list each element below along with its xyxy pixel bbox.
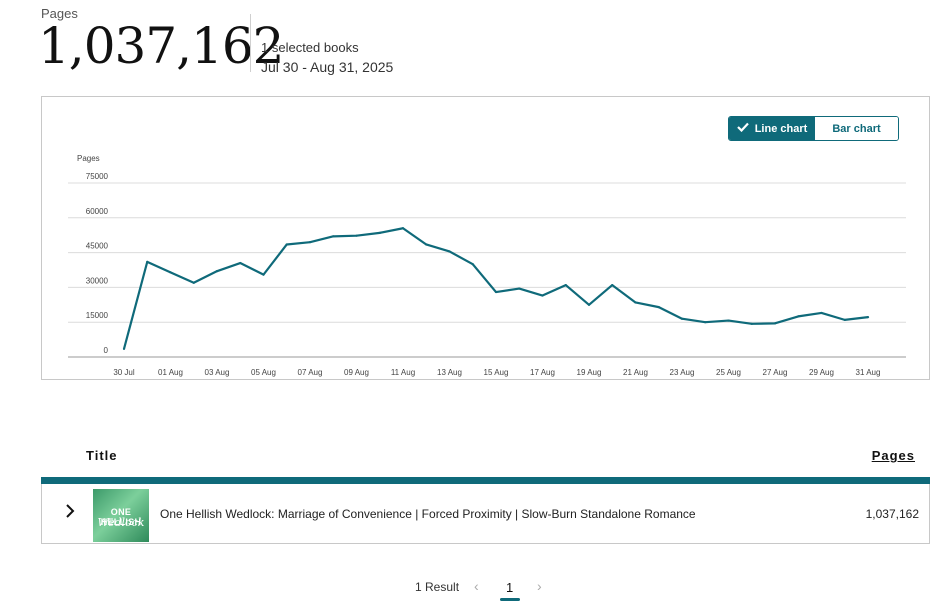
x-tick-label: 05 Aug <box>251 368 276 377</box>
pages-column-header[interactable]: Pages <box>871 448 915 463</box>
checkmark-icon <box>736 122 749 135</box>
line-chart: Pages 0 15000 30000 45000 60000 75000 30 Jul 01 … <box>68 154 906 377</box>
x-tick-label: 11 Aug <box>391 368 415 377</box>
data-point <box>215 270 219 273</box>
x-tick-label: 07 Aug <box>298 368 323 377</box>
y-axis-label: Pages <box>77 154 100 163</box>
x-tick-label: 31 Aug <box>856 368 881 377</box>
page-number-1[interactable]: 1 <box>506 580 514 595</box>
data-point <box>332 235 335 238</box>
data-point <box>425 243 428 246</box>
data-point <box>169 271 172 274</box>
x-tick-label: 29 Aug <box>809 368 834 377</box>
cover-subtitle-text: Wedlock <box>97 516 145 529</box>
data-point <box>541 294 544 297</box>
data-point <box>866 315 870 319</box>
y-tick-label: 45000 <box>86 242 109 251</box>
data-point <box>122 347 126 350</box>
chart-panel: Pages 0 15000 30000 45000 60000 75000 30 Jul 01 … <box>41 96 930 380</box>
data-point <box>308 241 312 244</box>
x-tick-label: 09 Aug <box>344 368 369 377</box>
line-chart-button[interactable]: Line chart <box>729 117 815 140</box>
data-point <box>448 250 451 253</box>
x-tick-label: 25 Aug <box>716 368 741 377</box>
data-point <box>564 283 567 287</box>
y-tick-label: 0 <box>104 346 109 355</box>
table-header-bar <box>41 477 930 484</box>
next-page-icon[interactable]: › <box>537 578 542 594</box>
data-point <box>355 234 358 237</box>
data-point <box>285 243 288 246</box>
data-point <box>750 322 753 325</box>
x-tick-label: 30 Jul <box>113 368 135 377</box>
data-point <box>611 283 614 287</box>
line-chart-label: Line chart <box>754 122 808 135</box>
pagination: 1 Result ‹ 1 › <box>0 578 946 602</box>
data-point <box>680 317 684 320</box>
result-count: 1 Result <box>415 580 460 594</box>
pages-total: 1,037,162 <box>38 17 284 75</box>
book-cover: ONE HELLISH Wedlock <box>93 489 149 542</box>
x-tick-label: 21 Aug <box>623 368 648 377</box>
selected-books-count: 1 selected books <box>261 40 359 55</box>
data-point <box>727 319 730 322</box>
y-tick-label: 75000 <box>86 172 109 181</box>
book-pages: 1,037,162 <box>865 507 919 521</box>
book-title: One Hellish Wedlock: Marriage of Conveni… <box>160 507 696 521</box>
date-range: Jul 30 - Aug 31, 2025 <box>261 59 394 75</box>
x-tick-label: 13 Aug <box>437 368 462 377</box>
x-tick-label: 15 Aug <box>484 368 509 377</box>
chart-type-toggle: Line chart Bar chart <box>728 116 899 141</box>
y-tick-label: 60000 <box>86 207 109 216</box>
x-tick-label: 27 Aug <box>763 368 788 377</box>
x-tick-label: 17 Aug <box>530 368 555 377</box>
data-point <box>518 287 521 290</box>
table-row: ONE HELLISH Wedlock One Hellish Wedlock:… <box>41 484 930 544</box>
x-tick-label: 19 Aug <box>577 368 602 377</box>
cover-title-text: ONE HELLISH <box>100 507 142 527</box>
data-point <box>587 303 591 306</box>
title-column-header: Title <box>86 448 118 463</box>
data-point <box>378 231 381 234</box>
x-tick-label: 23 Aug <box>670 368 695 377</box>
expand-chevron-icon[interactable] <box>64 502 76 525</box>
data-point <box>773 322 777 325</box>
data-point <box>704 321 707 324</box>
data-point <box>146 260 149 263</box>
data-point <box>192 281 195 284</box>
x-tick-label: 01 Aug <box>158 368 183 377</box>
data-point <box>634 301 637 304</box>
bar-chart-label: Bar chart <box>832 122 881 135</box>
data-point <box>843 318 846 321</box>
data-point <box>797 315 800 318</box>
x-tick-label: 03 Aug <box>205 368 230 377</box>
data-point <box>820 311 823 315</box>
data-point <box>262 273 265 276</box>
pages-series-line <box>122 227 869 350</box>
bar-chart-button[interactable]: Bar chart <box>815 117 898 140</box>
data-point <box>471 263 474 266</box>
pages-label: Pages <box>41 6 78 21</box>
y-tick-label: 30000 <box>86 276 109 285</box>
data-point <box>239 261 242 265</box>
data-point <box>401 227 405 230</box>
y-tick-label: 15000 <box>86 311 109 320</box>
summary-divider <box>250 14 251 72</box>
current-page-indicator <box>500 598 520 601</box>
prev-page-icon[interactable]: ‹ <box>474 578 479 594</box>
data-point <box>494 290 498 294</box>
data-point <box>657 306 660 309</box>
